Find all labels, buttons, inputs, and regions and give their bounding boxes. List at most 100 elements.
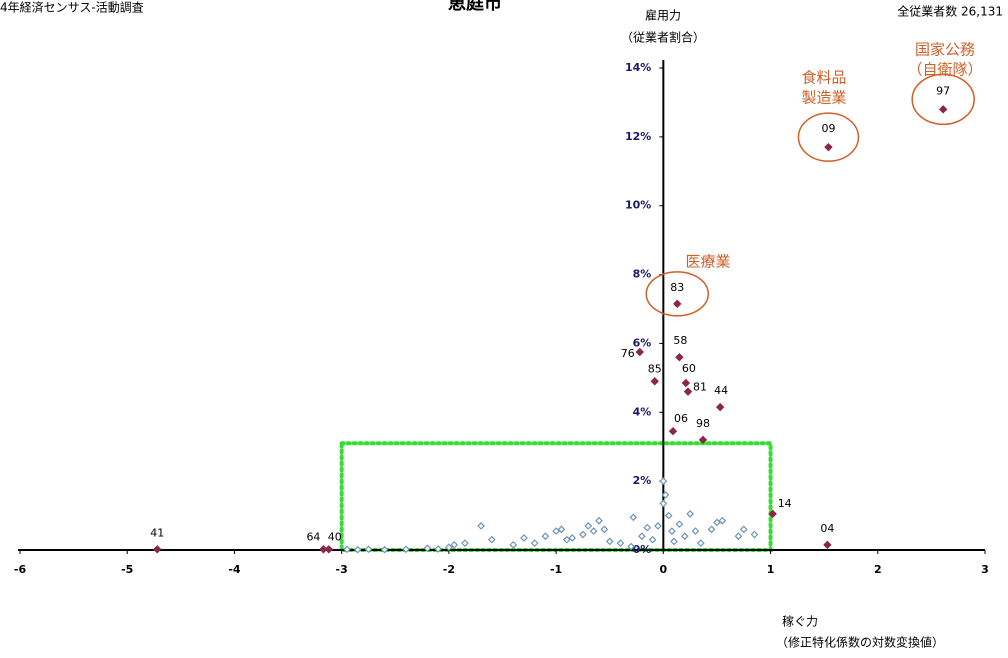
point — [595, 516, 603, 525]
y-tick-label: 8% — [633, 268, 652, 281]
point — [739, 525, 748, 534]
x-tick-label: -4 — [228, 563, 241, 576]
annotation: 医療業 — [685, 253, 730, 271]
y-tick-label: 6% — [633, 336, 652, 349]
y-tick-label: 14% — [625, 61, 651, 74]
y-tick-label: 0% — [633, 543, 652, 556]
point — [509, 540, 518, 549]
point — [713, 518, 721, 527]
point — [768, 509, 777, 519]
annotation: 食料品 — [801, 69, 846, 87]
point — [552, 527, 560, 535]
point — [450, 540, 459, 549]
point — [530, 539, 539, 547]
point — [434, 545, 443, 553]
point — [568, 534, 577, 542]
point — [697, 539, 705, 547]
x-axis-label: 稼ぐ力 — [782, 614, 818, 629]
point — [324, 545, 334, 554]
point — [343, 545, 351, 554]
point — [364, 545, 373, 554]
point — [380, 545, 389, 554]
point — [153, 545, 162, 554]
point — [520, 534, 528, 542]
point — [659, 499, 668, 508]
point — [477, 522, 485, 530]
annotation: 製造業 — [801, 89, 846, 107]
point — [718, 516, 727, 525]
point-label: 97 — [936, 84, 950, 97]
point — [824, 142, 833, 152]
point — [664, 511, 673, 520]
point — [670, 537, 678, 546]
x-tick-label: 3 — [981, 563, 989, 576]
point — [616, 539, 625, 547]
x-tick-label: -1 — [550, 563, 562, 576]
point — [675, 352, 684, 362]
annotation: 国家公務 — [915, 41, 975, 59]
y-axis-label: 雇用力 — [645, 8, 681, 23]
annotation: （自衛隊） — [907, 61, 982, 79]
point — [461, 539, 469, 547]
point — [648, 535, 657, 544]
x-tick-label: -6 — [14, 563, 27, 576]
point — [654, 522, 662, 530]
x-tick-label: -5 — [121, 563, 133, 576]
point — [691, 527, 700, 535]
y-tick-label: 10% — [625, 199, 651, 212]
point-label: 06 — [674, 412, 688, 425]
point-label: 60 — [682, 362, 696, 375]
source: 4年経済センサス-活動調査 — [0, 0, 144, 15]
chart-title: 恵庭市 — [448, 0, 502, 14]
point-label: 85 — [648, 362, 662, 375]
point — [938, 105, 948, 114]
point — [668, 527, 676, 535]
point-label: 83 — [670, 281, 684, 294]
point — [445, 543, 453, 552]
y-axis-label: （従業者割合） — [621, 30, 705, 45]
point — [668, 427, 678, 436]
point — [541, 532, 550, 541]
point — [715, 402, 725, 412]
point — [661, 491, 670, 499]
point — [673, 299, 682, 309]
point-label: 98 — [696, 417, 710, 430]
annotation-circle — [911, 73, 975, 126]
total-note: 全従業者数 26,131 — [897, 4, 1003, 19]
point — [557, 525, 566, 534]
point-label: 41 — [150, 526, 164, 539]
point — [629, 513, 638, 522]
point-label: 58 — [673, 334, 687, 347]
x-tick-label: -3 — [336, 563, 348, 576]
x-tick-label: 0 — [660, 563, 668, 576]
point — [681, 378, 691, 388]
y-tick-label: 12% — [625, 130, 651, 143]
point-label: 76 — [621, 347, 635, 360]
point — [686, 510, 694, 518]
annotation-circle — [797, 112, 860, 162]
point-label: 64 — [306, 530, 320, 543]
point-label: 81 — [693, 381, 707, 394]
point — [600, 525, 609, 534]
point — [605, 537, 614, 546]
point — [643, 523, 652, 532]
x-tick-label: -2 — [443, 563, 455, 576]
point — [650, 377, 659, 386]
point — [635, 347, 644, 357]
x-tick-label: 2 — [874, 563, 882, 576]
point — [823, 540, 832, 550]
point — [589, 527, 598, 535]
point-label: 04 — [820, 522, 834, 535]
x-tick-label: 1 — [767, 563, 775, 576]
annotation-circle — [645, 271, 710, 317]
point — [423, 544, 432, 553]
point — [353, 545, 362, 554]
point — [584, 522, 593, 530]
point — [698, 435, 708, 445]
point-label: 14 — [778, 497, 792, 510]
point-label: 44 — [714, 384, 728, 397]
point — [707, 525, 716, 534]
point — [579, 530, 587, 539]
point-label: 09 — [821, 122, 835, 135]
